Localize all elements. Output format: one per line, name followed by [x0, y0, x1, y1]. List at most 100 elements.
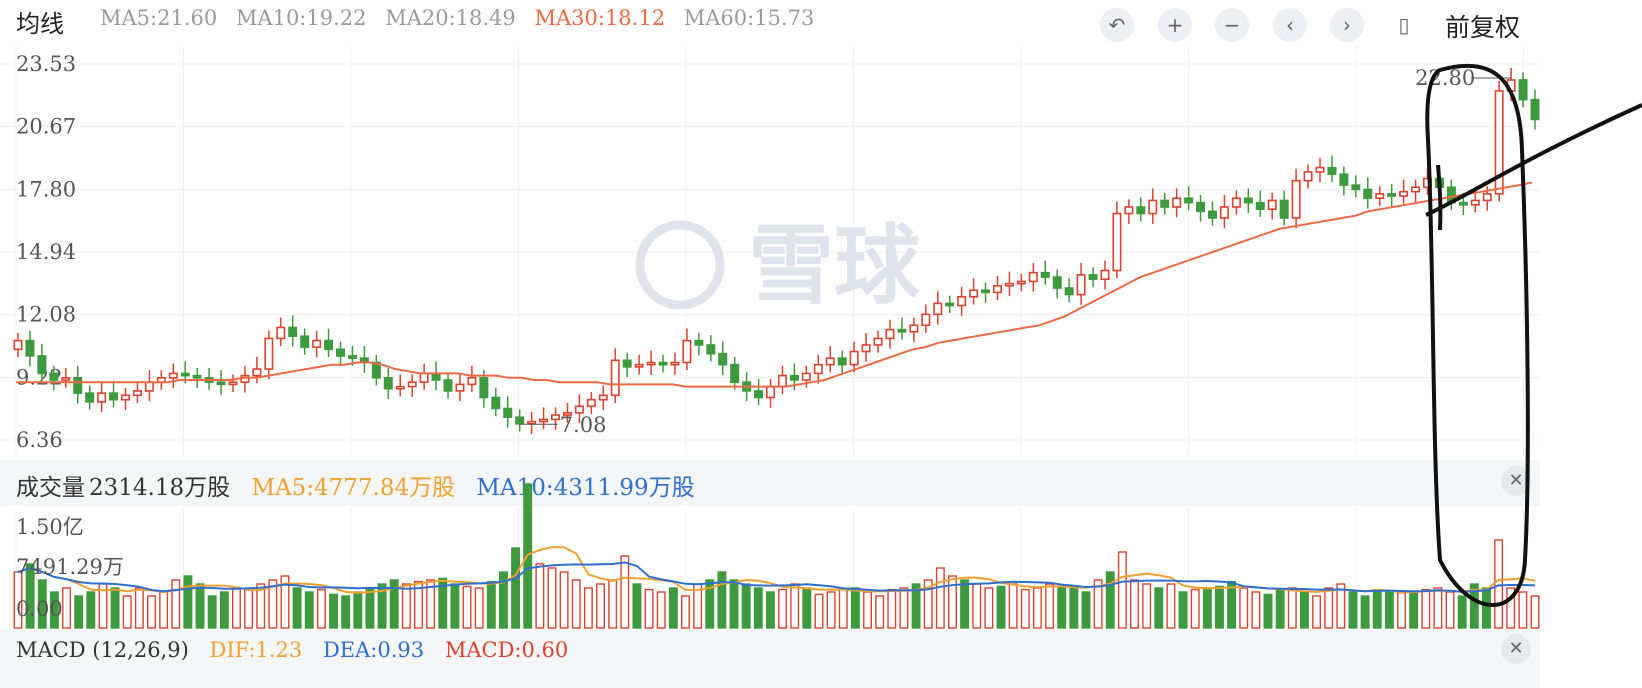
volume-bar [1057, 585, 1067, 629]
candle-body [992, 285, 1002, 294]
volume-legend: 成交量 2314.18万股 MA5:4777.84万股 MA10:4311.99万… [16, 468, 709, 502]
volume-bar [826, 591, 836, 629]
candle-body [837, 357, 847, 366]
candle-body [1339, 173, 1349, 186]
candle-body [1530, 98, 1540, 121]
candle-body [909, 324, 919, 333]
candle-body [551, 414, 561, 421]
volume-bar [814, 593, 824, 629]
watermark-text: 雪球 [748, 216, 921, 316]
zoom-in-icon[interactable]: + [1158, 8, 1192, 42]
candle-body [1088, 274, 1098, 281]
volume-bar [1032, 587, 1042, 629]
volume-bar [1384, 590, 1394, 629]
candle-body [969, 289, 979, 298]
undo-icon[interactable]: ↶ [1100, 8, 1134, 42]
volume-bar [316, 588, 326, 629]
candle-body [1016, 280, 1026, 285]
y-tick-label: 14.94 [16, 240, 76, 264]
candle-body [933, 302, 943, 316]
close-macd-icon[interactable]: ✕ [1501, 634, 1531, 664]
volume-bar [1336, 583, 1346, 629]
volume-bar [1142, 583, 1152, 629]
candle-body [455, 383, 465, 392]
volume-bar [887, 588, 897, 629]
ma30-label: MA30:18.12 [534, 6, 666, 30]
volume-bar [450, 583, 460, 629]
candle-body [443, 379, 453, 392]
volume-bar [389, 579, 399, 629]
candle-body [180, 372, 190, 377]
candle-type-icon[interactable]: ▯ [1398, 13, 1410, 37]
volume-bar [62, 587, 72, 629]
volume-bar [159, 591, 169, 629]
candle-body [849, 350, 859, 366]
volume-bar [341, 595, 351, 629]
candle-body [216, 381, 226, 386]
macd-dif-label: DIF:1.23 [209, 638, 303, 662]
volume-bar [996, 585, 1006, 629]
volume-bar [1287, 587, 1297, 629]
candle-body [777, 374, 787, 388]
candle-body [1172, 197, 1182, 208]
candle-body [562, 412, 572, 416]
candle-body [754, 390, 764, 399]
volume-bar [1178, 591, 1188, 629]
candle-body [132, 390, 142, 397]
candle-body [1207, 210, 1217, 219]
candle-body [300, 335, 310, 348]
volume-bar [1530, 595, 1540, 629]
volume-bar [1008, 583, 1018, 629]
candle-body [861, 344, 871, 353]
candle-body [109, 392, 119, 401]
candle-body [610, 359, 620, 397]
volume-bar [1506, 587, 1516, 629]
volume-bar [268, 579, 278, 629]
volume-bar [765, 591, 775, 629]
volume-bar [353, 591, 363, 629]
volume-bar [86, 591, 96, 629]
candle-body [622, 359, 632, 368]
candle-body [121, 394, 131, 401]
volume-ma10-line [17, 561, 1536, 593]
volume-bar [668, 587, 678, 629]
candle-body [1315, 166, 1325, 173]
candle-body [467, 377, 477, 386]
volume-bar [292, 587, 302, 629]
candle-body [1291, 179, 1301, 219]
adjust-mode-button[interactable]: 前复权 [1445, 13, 1521, 42]
candle-body [479, 377, 489, 399]
volume-bar [1166, 583, 1176, 629]
volume-bar [1045, 583, 1055, 629]
candle-body [730, 363, 740, 383]
volume-bar [717, 571, 727, 629]
annotation-stroke [1436, 164, 1443, 231]
candle-body [336, 348, 346, 357]
candle-body [539, 418, 549, 423]
chevron-right-icon[interactable]: › [1330, 8, 1364, 42]
candle-body [324, 339, 334, 351]
candle-body [1279, 199, 1289, 219]
y-tick-label: 12.08 [16, 303, 76, 327]
candle-body [813, 363, 823, 375]
candle-body [431, 372, 441, 381]
volume-header-bar [0, 460, 1540, 506]
volume-bar [1481, 587, 1491, 629]
candle-body [288, 326, 298, 338]
volume-bar [1251, 591, 1261, 629]
candle-body [706, 344, 716, 355]
volume-bar [741, 583, 751, 629]
volume-bar [462, 585, 472, 629]
zoom-out-icon[interactable]: − [1215, 8, 1249, 42]
indicator-title[interactable]: 均线 [16, 10, 64, 38]
candle-body [1112, 212, 1122, 272]
volume-bar [1263, 593, 1273, 629]
volume-bar [547, 567, 557, 629]
volume-bar [1469, 583, 1479, 629]
chevron-left-icon[interactable]: ‹ [1273, 8, 1307, 42]
volume-bar [414, 580, 423, 629]
y-tick-label: 6.36 [16, 428, 63, 452]
volume-bar [875, 595, 885, 629]
candle-body [491, 396, 501, 410]
